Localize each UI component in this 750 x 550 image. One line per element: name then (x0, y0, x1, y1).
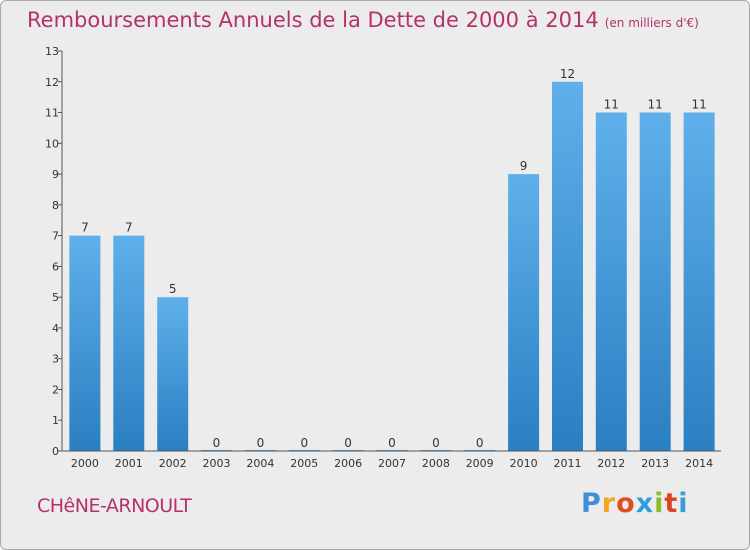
x-tick-label-2007: 2007 (378, 457, 406, 470)
bar-2010 (508, 174, 540, 451)
logo-letter: t (664, 488, 679, 519)
value-label-2011: 12 (560, 67, 575, 81)
value-label-2009: 0 (476, 436, 484, 450)
x-tick-label-2008: 2008 (422, 457, 450, 470)
value-label-2002: 5 (169, 282, 177, 296)
logo-letter: i (654, 488, 665, 519)
y-tick-label-2: 2 (52, 384, 59, 397)
value-label-2003: 0 (213, 436, 221, 450)
chart-title: Remboursements Annuels de la Dette de 20… (27, 8, 699, 32)
x-tick-label-2005: 2005 (290, 457, 318, 470)
bar-2002 (157, 297, 189, 451)
logo-letter: P (581, 488, 602, 519)
y-tick-label-12: 12 (45, 76, 59, 89)
value-label-2014: 11 (691, 98, 706, 112)
commune-name: CHêNE-ARNOULT (37, 495, 192, 517)
y-tick-label-9: 9 (52, 168, 59, 181)
value-label-2006: 0 (344, 436, 352, 450)
x-tick-label-2000: 2000 (71, 457, 99, 470)
y-tick-label-13: 13 (45, 45, 59, 58)
logo-letter: i (678, 488, 689, 519)
x-tick-label-2011: 2011 (554, 457, 582, 470)
x-tick-label-2006: 2006 (334, 457, 362, 470)
y-tick-label-4: 4 (52, 322, 59, 335)
bar-2001 (113, 235, 145, 451)
value-label-2010: 9 (520, 159, 528, 173)
value-label-2005: 0 (300, 436, 308, 450)
logo-letter: o (616, 488, 636, 519)
value-label-2000: 7 (81, 221, 89, 235)
bar-2013 (639, 112, 671, 451)
x-tick-label-2003: 2003 (203, 457, 231, 470)
x-tick-label-2010: 2010 (510, 457, 538, 470)
y-tick-label-0: 0 (52, 445, 59, 458)
x-tick-label-2012: 2012 (597, 457, 625, 470)
x-tick-label-2014: 2014 (685, 457, 713, 470)
logo-letter: r (601, 488, 617, 519)
y-tick-label-8: 8 (52, 199, 59, 212)
bar-2014 (683, 112, 715, 451)
x-tick-label-2002: 2002 (159, 457, 187, 470)
value-label-2012: 11 (604, 98, 619, 112)
x-tick-label-2009: 2009 (466, 457, 494, 470)
x-tick-label-2004: 2004 (246, 457, 274, 470)
y-tick-label-6: 6 (52, 260, 59, 273)
logo-letter: x (635, 488, 655, 519)
bar-2000 (69, 235, 101, 451)
y-tick-label-1: 1 (52, 414, 59, 427)
y-tick-label-11: 11 (45, 107, 59, 120)
chart-title-text: Remboursements Annuels de la Dette de 20… (27, 8, 599, 32)
value-label-2013: 11 (648, 98, 663, 112)
value-label-2008: 0 (432, 436, 440, 450)
y-tick-label-5: 5 (52, 291, 59, 304)
value-label-2001: 7 (125, 221, 133, 235)
chart-unit: (en milliers d'€) (604, 16, 699, 30)
y-tick-label-10: 10 (45, 137, 59, 150)
x-tick-label-2001: 2001 (115, 457, 143, 470)
bar-2011 (552, 81, 583, 452)
y-tick-label-7: 7 (52, 230, 59, 243)
value-label-2007: 0 (388, 436, 396, 450)
proxiti-logo: Proxiti (581, 488, 689, 519)
bar-2012 (595, 112, 627, 451)
value-label-2004: 0 (257, 436, 265, 450)
y-tick-label-3: 3 (52, 353, 59, 366)
x-tick-label-2013: 2013 (641, 457, 669, 470)
